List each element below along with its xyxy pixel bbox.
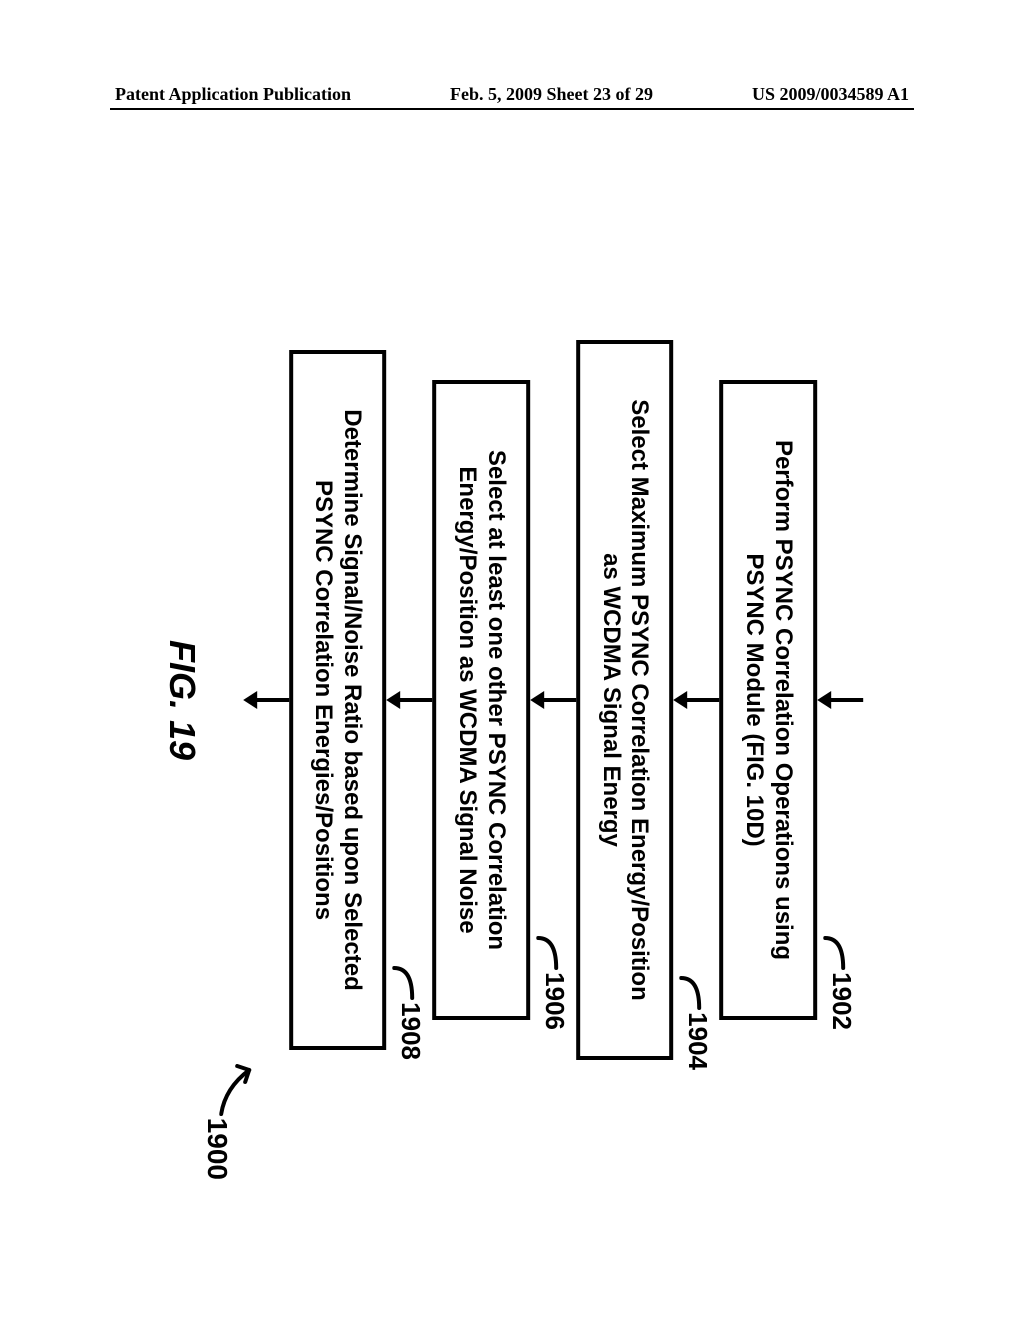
figure-19: 1902 Perform PSYNC Correlation Operation…	[161, 250, 863, 1150]
step-1904: 1904 Select Maximum PSYNC Correlation En…	[576, 340, 674, 1060]
header-center: Feb. 5, 2009 Sheet 23 of 29	[450, 84, 653, 105]
step-text-line: as WCDMA Signal Energy	[596, 366, 625, 1034]
step-text-line: Determine Signal/Noise Ratio based upon …	[338, 376, 367, 1024]
figure-ref-number: 1900	[202, 1118, 233, 1180]
step-1902: 1902 Perform PSYNC Correlation Operation…	[720, 380, 818, 1020]
step-text-line: PSYNC Module (FIG. 10D)	[740, 406, 769, 994]
figure-caption: FIG. 19	[161, 250, 203, 1150]
step-text-line: Select Maximum PSYNC Correlation Energy/…	[625, 366, 654, 1034]
flowchart: 1902 Perform PSYNC Correlation Operation…	[243, 250, 863, 1150]
step-text-line: PSYNC Correlation Energies/Positions	[309, 376, 338, 1024]
callout-number: 1904	[684, 1012, 714, 1070]
step-text-line: Select at least one other PSYNC Correlat…	[481, 406, 510, 994]
callout-1904: 1904	[682, 1012, 713, 1070]
callout-1906: 1906	[539, 972, 570, 1030]
header-left: Patent Application Publication	[115, 84, 351, 105]
leader-arrow-icon	[212, 1064, 255, 1116]
page-header: Patent Application Publication Feb. 5, 2…	[0, 84, 1024, 105]
step-text-line: Perform PSYNC Correlation Operations usi…	[768, 406, 797, 994]
callout-number: 1908	[396, 1002, 426, 1060]
callout-1902: 1902	[826, 972, 857, 1030]
callout-number: 1906	[540, 972, 570, 1030]
step-1906: 1906 Select at least one other PSYNC Cor…	[432, 380, 530, 1020]
step-text-line: Energy/Position as WCDMA Signal Noise	[452, 406, 481, 994]
callout-number: 1902	[827, 972, 857, 1030]
header-right: US 2009/0034589 A1	[752, 84, 909, 105]
step-1908: 1908 Determine Signal/Noise Ratio based …	[289, 350, 387, 1050]
figure-ref-1900: 1900	[201, 1118, 233, 1180]
callout-1908: 1908	[395, 1002, 426, 1060]
header-rule	[110, 108, 914, 110]
